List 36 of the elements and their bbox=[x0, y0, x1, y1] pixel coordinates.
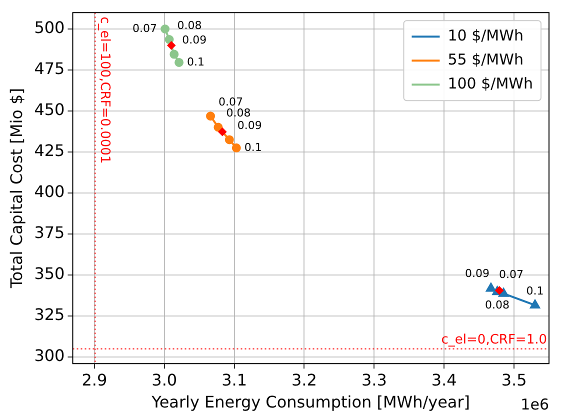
legend-label: 100 $/MWh bbox=[448, 74, 534, 92]
x-tick-label: 3.1 bbox=[222, 370, 248, 390]
annotation: 0.09 bbox=[237, 119, 262, 132]
annotation: 0.1 bbox=[187, 55, 205, 68]
annotation: 0.09 bbox=[465, 266, 490, 280]
y-tick-label: 425 bbox=[34, 141, 65, 160]
annotation: c_el=0,CRF=1.0 bbox=[441, 332, 547, 348]
annotation: 0.09 bbox=[182, 34, 207, 47]
y-tick-label: 325 bbox=[34, 305, 65, 324]
annotation: 0.07 bbox=[218, 95, 244, 108]
y-axis-title: Total Capital Cost [Mio $] bbox=[6, 88, 26, 290]
text: 1e6 bbox=[520, 395, 549, 414]
y-tick-label: 450 bbox=[34, 100, 65, 120]
y-tick-label: 400 bbox=[34, 182, 65, 202]
x-tick-label: 3.3 bbox=[361, 370, 387, 390]
x-tick-label: 3.5 bbox=[501, 370, 527, 390]
x-tick-label: 3.2 bbox=[292, 370, 317, 390]
y-tick-label: 475 bbox=[34, 59, 65, 78]
x-tick-label: 3.4 bbox=[431, 370, 457, 390]
annotation: 0.1 bbox=[244, 140, 262, 154]
x-tick-label: 2.9 bbox=[82, 370, 108, 390]
annotation: 0.08 bbox=[177, 18, 202, 32]
annotation: 0.08 bbox=[226, 106, 251, 120]
y-tick-label: 500 bbox=[34, 18, 65, 38]
y-tick-label: 300 bbox=[34, 346, 65, 366]
legend-label: 55 $/MWh bbox=[448, 50, 524, 68]
x-tick-label: 3.0 bbox=[152, 370, 178, 390]
annotation: 0.08 bbox=[485, 298, 510, 312]
annotation: c_el=100,CRF=0.0001 bbox=[97, 16, 112, 164]
annotation: 0.1 bbox=[526, 284, 544, 298]
y-tick-label: 350 bbox=[34, 264, 65, 284]
annotation: 0.07 bbox=[132, 22, 158, 35]
legend-label: 10 $/MWh bbox=[448, 26, 524, 44]
annotation: 0.07 bbox=[498, 268, 524, 281]
y-tick-label: 375 bbox=[34, 223, 65, 242]
x-axis-title: Yearly Energy Consumption [MWh/year] bbox=[150, 392, 470, 412]
